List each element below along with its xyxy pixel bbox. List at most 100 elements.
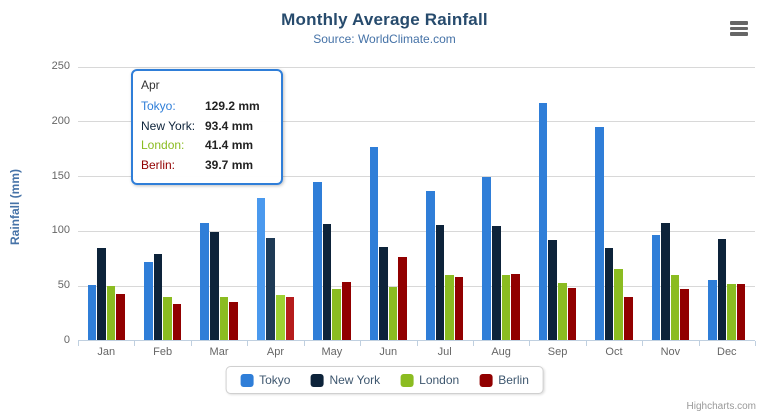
- burger-bar: [730, 26, 748, 30]
- bar-tokyo-mar[interactable]: [200, 223, 209, 340]
- x-axis-tick: [698, 341, 700, 346]
- bar-tokyo-aug[interactable]: [482, 177, 492, 340]
- bar-new-york-jul[interactable]: [435, 224, 445, 340]
- legend-label: New York: [329, 373, 381, 387]
- bar-london-oct[interactable]: [614, 268, 624, 340]
- bar-new-york-oct[interactable]: [604, 248, 614, 340]
- x-axis-tick: [247, 341, 249, 346]
- bar-tokyo-sep[interactable]: [538, 102, 548, 340]
- tooltip-series-value: 93.4 mm: [205, 118, 254, 133]
- x-axis-label-sep: Sep: [547, 346, 568, 358]
- bar-london-jul[interactable]: [445, 275, 454, 340]
- bar-tokyo-oct[interactable]: [595, 127, 604, 340]
- bar-london-jan[interactable]: [106, 286, 116, 340]
- tooltip-header: Apr: [141, 78, 160, 92]
- bar-berlin-aug[interactable]: [511, 273, 520, 340]
- bar-london-jun[interactable]: [388, 287, 398, 340]
- highcharts-credit[interactable]: Highcharts.com: [686, 401, 756, 412]
- bar-london-aug[interactable]: [501, 274, 511, 340]
- legend-label: Tokyo: [259, 373, 291, 387]
- bar-london-feb[interactable]: [163, 297, 172, 340]
- bar-berlin-jul[interactable]: [454, 277, 464, 340]
- bar-berlin-oct[interactable]: [624, 297, 633, 340]
- x-axis-line: [78, 340, 755, 341]
- bar-berlin-apr[interactable]: [285, 296, 295, 340]
- bar-tokyo-feb[interactable]: [143, 261, 153, 340]
- y-axis-label: 50: [57, 279, 70, 292]
- bar-tokyo-dec[interactable]: [708, 280, 717, 340]
- bar-berlin-feb[interactable]: [172, 303, 182, 340]
- tooltip-series-value: 39.7 mm: [205, 157, 254, 172]
- tooltip-row: London: 41.4 mm: [141, 136, 273, 156]
- y-axis-label: 250: [51, 60, 70, 72]
- gridline: [78, 176, 755, 178]
- bar-new-york-feb[interactable]: [153, 253, 163, 340]
- y-axis-label: 200: [51, 114, 70, 127]
- x-axis-label-oct: Oct: [605, 346, 623, 358]
- y-axis-label: 100: [51, 224, 70, 237]
- bar-tokyo-nov[interactable]: [651, 235, 661, 340]
- x-axis-label-mar: Mar: [209, 346, 229, 358]
- bar-tokyo-may[interactable]: [313, 182, 322, 340]
- bar-london-mar[interactable]: [219, 296, 229, 340]
- tooltip-series-label: London:: [141, 138, 185, 152]
- bar-new-york-nov[interactable]: [661, 223, 670, 340]
- legend-swatch-tokyo: [240, 373, 254, 387]
- x-axis-label-aug: Aug: [491, 346, 511, 358]
- bar-new-york-mar[interactable]: [209, 232, 219, 340]
- x-axis-label-apr: Apr: [266, 346, 285, 358]
- bar-berlin-sep[interactable]: [567, 287, 577, 340]
- legend-label: Berlin: [498, 373, 529, 387]
- bar-london-sep[interactable]: [558, 282, 567, 340]
- export-menu-icon[interactable]: [730, 21, 748, 38]
- legend-item-tokyo[interactable]: Tokyo: [240, 373, 290, 387]
- legend-swatch-berlin: [479, 373, 493, 387]
- bar-london-may[interactable]: [332, 288, 341, 340]
- legend-item-new-york[interactable]: New York: [310, 373, 380, 387]
- burger-bar: [730, 32, 748, 36]
- bar-berlin-nov[interactable]: [680, 288, 690, 340]
- x-axis-label-jul: Jul: [437, 346, 452, 358]
- bar-berlin-dec[interactable]: [736, 284, 746, 340]
- tooltip-row: Berlin: 39.7 mm: [141, 156, 273, 176]
- bar-tokyo-apr[interactable]: [256, 198, 266, 340]
- bar-new-york-may[interactable]: [322, 223, 332, 340]
- legend-item-london[interactable]: London: [400, 373, 459, 387]
- gridline: [78, 285, 755, 287]
- legend-item-berlin[interactable]: Berlin: [479, 373, 529, 387]
- tooltip: Apr Tokyo: 129.2 mm New York: 93.4 mm Lo…: [131, 69, 283, 185]
- bar-berlin-jun[interactable]: [398, 257, 407, 340]
- x-axis-tick: [472, 341, 474, 346]
- bar-berlin-mar[interactable]: [229, 302, 238, 340]
- bar-new-york-jan[interactable]: [97, 248, 106, 340]
- bar-tokyo-jan[interactable]: [87, 285, 97, 340]
- gridline: [78, 66, 755, 68]
- x-axis-tick: [190, 341, 192, 346]
- bar-berlin-jan[interactable]: [116, 293, 125, 340]
- bar-new-york-sep[interactable]: [548, 240, 558, 340]
- x-axis-label-nov: Nov: [660, 346, 681, 358]
- bar-new-york-jun[interactable]: [379, 247, 388, 340]
- bar-london-dec[interactable]: [727, 283, 736, 340]
- tooltip-series-label: New York:: [141, 118, 196, 133]
- x-axis-tick: [416, 341, 418, 346]
- legend: Tokyo New York London Berlin: [225, 366, 544, 394]
- legend-swatch-new-york: [310, 373, 324, 387]
- tooltip-row: Tokyo: 129.2 mm: [141, 97, 273, 117]
- bar-tokyo-jun[interactable]: [369, 147, 379, 340]
- chart-subtitle: Source: WorldClimate.com: [313, 32, 456, 46]
- bar-new-york-apr[interactable]: [266, 237, 275, 340]
- x-axis-tick: [755, 341, 756, 346]
- y-axis-label: 0: [63, 334, 70, 346]
- bar-new-york-dec[interactable]: [717, 238, 727, 340]
- bar-berlin-may[interactable]: [341, 282, 351, 340]
- bar-london-nov[interactable]: [670, 275, 680, 340]
- x-axis-tick: [529, 341, 531, 346]
- x-axis-tick: [360, 341, 362, 346]
- chart-title: Monthly Average Rainfall: [281, 10, 488, 29]
- x-axis-label-may: May: [321, 346, 343, 358]
- bar-tokyo-jul[interactable]: [426, 191, 435, 340]
- bar-london-apr[interactable]: [275, 294, 285, 340]
- bar-new-york-aug[interactable]: [492, 225, 501, 340]
